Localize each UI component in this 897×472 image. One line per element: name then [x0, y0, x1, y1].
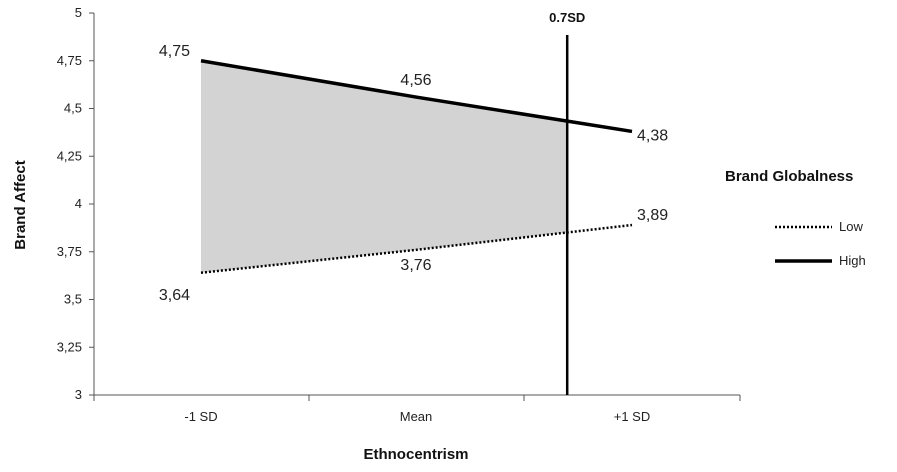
data-labels: 4,75 4,56 4,38 3,64 3,76 3,89 — [159, 43, 668, 304]
y-axis-ticks: 3 3,25 3,5 3,75 4 4,25 4,5 4,75 5 — [57, 5, 94, 402]
series-line-low — [200, 223, 633, 275]
y-axis-title: Brand Affect — [12, 160, 29, 249]
y-tick-label: 4,75 — [57, 53, 82, 68]
shaded-region — [201, 60, 568, 273]
x-tick-label: +1 SD — [614, 409, 651, 424]
legend-label-high: High — [839, 253, 866, 268]
series-group — [200, 59, 633, 275]
data-label-low: 3,89 — [637, 207, 668, 224]
data-label-high: 4,56 — [400, 72, 431, 89]
data-label-low: 3,64 — [159, 287, 190, 304]
y-tick-label: 4,25 — [57, 148, 82, 163]
data-label-high: 4,75 — [159, 43, 190, 60]
y-tick-label: 3 — [75, 387, 82, 402]
y-tick-label: 3,5 — [64, 292, 82, 307]
y-tick-label: 3,75 — [57, 244, 82, 259]
legend-title: Brand Globalness — [725, 168, 853, 185]
series-line-high — [200, 59, 633, 134]
y-tick-label: 3,25 — [57, 339, 82, 354]
y-tick-label: 5 — [75, 5, 82, 20]
y-tick-label: 4 — [75, 196, 82, 211]
legend: Brand Globalness Low High — [725, 168, 866, 268]
x-tick-label: -1 SD — [184, 409, 217, 424]
x-axis-ticks: -1 SD Mean +1 SD — [93, 395, 741, 424]
y-tick-label: 4,5 — [64, 101, 82, 116]
x-tick-label: Mean — [400, 409, 433, 424]
x-axis-title: Ethnocentrism — [363, 446, 468, 463]
data-label-high: 4,38 — [637, 127, 668, 144]
data-label-low: 3,76 — [400, 257, 431, 274]
reference-line-label: 0.7SD — [549, 10, 585, 25]
legend-label-low: Low — [839, 219, 863, 234]
